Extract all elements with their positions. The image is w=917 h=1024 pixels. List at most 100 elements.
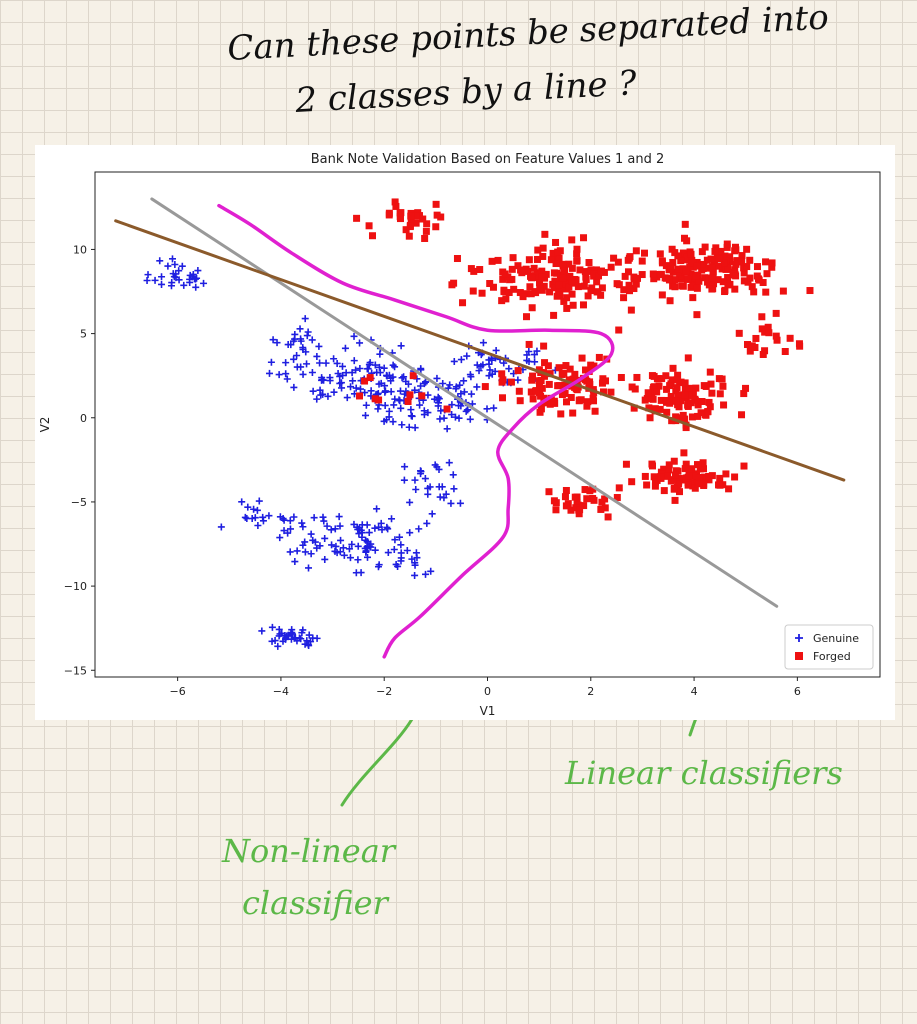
forged-point [433,211,441,219]
forged-point [557,410,565,418]
forged-point [576,506,584,514]
forged-point [586,378,594,386]
forged-point [674,265,682,273]
forged-point [695,480,703,488]
x-tick-label: −4 [273,685,289,698]
forged-point [610,254,618,262]
forged-point [590,397,598,405]
forged-point [582,276,590,284]
forged-point [532,387,540,395]
forged-point [680,449,688,457]
forged-point [533,255,541,263]
forged-point [515,387,523,395]
forged-point [568,277,576,285]
forged-point [392,202,400,210]
forged-point [613,494,621,502]
forged-point [422,227,430,235]
forged-point [758,313,766,321]
forged-point [656,405,664,413]
forged-point [671,471,679,479]
forged-point [591,407,599,415]
legend-box [784,624,874,670]
forged-point [467,265,475,273]
forged-point [552,238,560,246]
forged-point [692,272,700,280]
forged-point [508,265,516,273]
y-tick-label: −15 [64,664,87,677]
forged-point [540,399,548,407]
forged-point [720,401,728,409]
forged-point [806,287,814,295]
forged-point [765,329,773,337]
forged-point [502,295,510,303]
forged-point [418,392,426,400]
forged-point [643,481,651,489]
forged-point [540,372,548,380]
forged-point [681,465,689,473]
forged-point [538,384,546,392]
forged-point [540,342,548,350]
forged-point [615,281,623,289]
forged-point [573,245,581,253]
forged-point [587,361,595,369]
forged-point [715,481,723,489]
forged-point [704,408,712,416]
forged-point [664,472,672,480]
forged-point [714,262,722,270]
forged-point [576,266,584,274]
forged-point [665,461,673,469]
forged-point [617,373,625,381]
forged-point [365,222,373,230]
forged-point [772,332,780,340]
forged-point [562,486,570,494]
plot-area [94,171,881,678]
forged-point [597,505,605,513]
y-tick-label: 0 [80,412,87,425]
forged-point [494,256,502,264]
label-nonlinear-2: classifier [242,884,390,922]
forged-point [562,502,570,510]
y-tick-label: −5 [71,496,87,509]
forged-point [740,462,748,470]
y-tick-label: 10 [73,243,87,256]
question-line-2: 2 classes by a line ? [293,63,638,121]
forged-point [663,408,671,416]
forged-point [653,388,661,396]
scatter-chart: Bank Note Validation Based on Feature Va… [38,152,881,718]
forged-point [638,257,646,265]
forged-point [732,272,740,280]
forged-point [677,257,685,265]
forged-point [678,282,686,290]
forged-point [486,280,494,288]
forged-point [562,362,570,370]
forged-point [595,353,603,361]
forged-point [622,460,630,468]
forged-point [409,372,417,380]
forged-point [597,267,605,275]
forged-point [705,472,713,480]
forged-point [560,297,568,305]
forged-point [668,417,676,425]
forged-point [547,394,555,402]
forged-point [754,275,762,283]
forged-point [620,294,628,302]
forged-point [593,288,601,296]
forged-point [681,391,689,399]
forged-point [518,269,526,277]
forged-point [525,256,533,264]
forged-point [698,398,706,406]
forged-point [633,373,641,381]
forged-point [404,397,412,405]
forged-point [693,284,701,292]
forged-point [615,484,623,492]
forged-point [573,257,581,265]
forged-point [547,256,555,264]
forged-point [781,347,789,355]
forged-point [700,465,708,473]
forged-point [587,287,595,295]
forged-point [568,264,576,272]
chart-panel: Bank Note Validation Based on Feature Va… [35,145,895,720]
forged-point [684,354,692,362]
forged-point [723,240,731,248]
forged-point [541,359,549,367]
